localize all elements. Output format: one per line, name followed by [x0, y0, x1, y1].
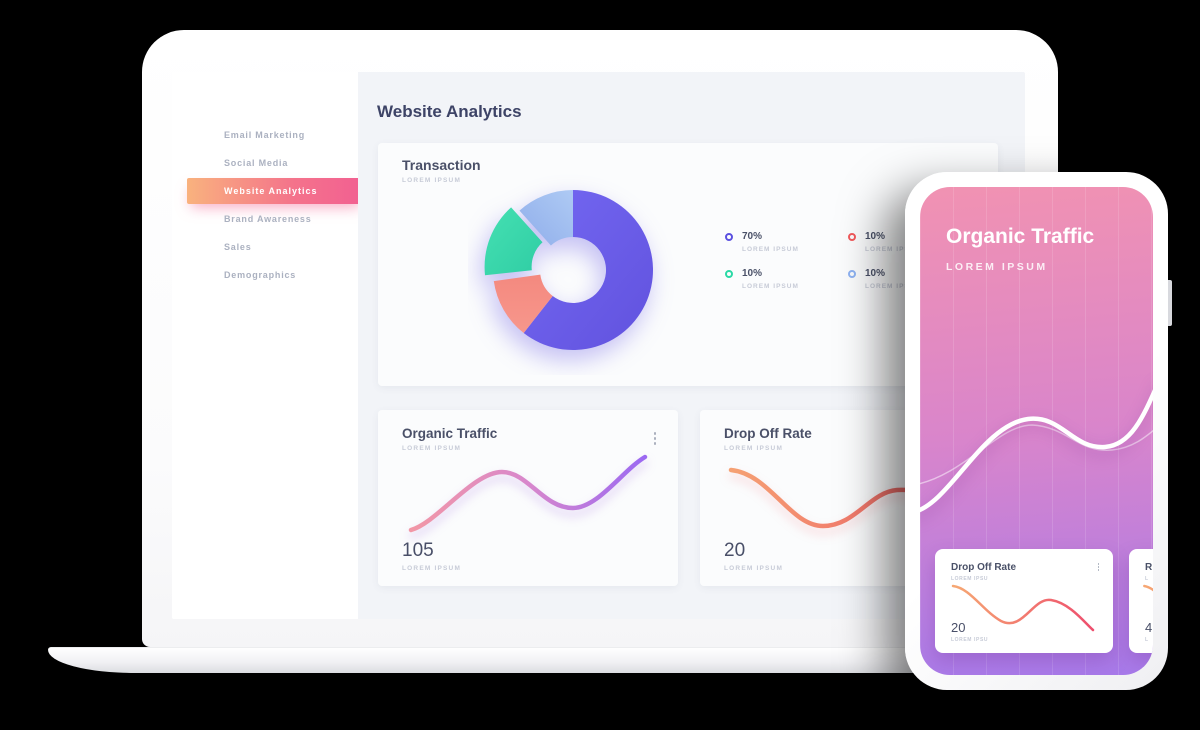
- donut-slice-70: [523, 190, 654, 350]
- organic-traffic-metric: 105 LOREM IPSUM: [402, 540, 461, 572]
- sidebar: Email Marketing Social Media Website Ana…: [172, 72, 364, 619]
- laptop-screen: Email Marketing Social Media Website Ana…: [172, 72, 1025, 619]
- phone-partial-card: R L 4 L: [1129, 549, 1153, 653]
- phone-partial-subtitle: L: [1145, 576, 1149, 582]
- transaction-card: Transaction LOREM IPSUM: [378, 143, 998, 386]
- sidebar-item-website-analytics[interactable]: Website Analytics: [187, 178, 364, 204]
- phone-organic-line-chart: [920, 389, 1153, 513]
- legend-label: LOREM IPSUM: [865, 283, 922, 290]
- legend-pct: 10%: [865, 231, 886, 242]
- legend-label: LOREM IPSUM: [742, 246, 799, 253]
- phone-partial-value-label: L: [1145, 637, 1149, 643]
- drop-off-rate-value: 20: [724, 540, 746, 561]
- legend-label: LOREM IPSUM: [865, 246, 922, 253]
- donut-slice-10-coral: [493, 274, 553, 333]
- phone-drop-off-card: Drop Off Rate LOREM IPSU 20 LOREM IP: [935, 549, 1113, 653]
- sidebar-item-email-marketing[interactable]: Email Marketing: [224, 130, 306, 140]
- legend-ring-purple-icon: [725, 233, 733, 241]
- drop-off-rate-metric: 20 LOREM IPSUM: [724, 540, 783, 572]
- legend-item-70: 70% LOREM IPSUM: [725, 231, 848, 268]
- drop-off-rate-subtitle: LOREM IPSUM: [724, 445, 784, 452]
- phone-partial-title: R: [1145, 562, 1153, 573]
- legend-pct: 10%: [742, 268, 763, 279]
- sidebar-item-social-media[interactable]: Social Media: [224, 158, 289, 168]
- legend-label: LOREM IPSUM: [742, 283, 799, 290]
- page-title: Website Analytics: [377, 102, 522, 121]
- organic-traffic-value-label: LOREM IPSUM: [402, 565, 462, 572]
- donut-slice-10-blue: [519, 190, 573, 246]
- organic-traffic-card: Organic Traffic LOREM IPSUM: [378, 410, 678, 586]
- phone-screen: Organic Traffic LOREM IPSUM Drop Off Rat…: [920, 187, 1153, 675]
- phone-drop-off-value: 20: [951, 620, 966, 635]
- sidebar-item-demographics[interactable]: Demographics: [224, 270, 297, 280]
- phone-cards-row: Drop Off Rate LOREM IPSU 20 LOREM IP: [935, 549, 1153, 653]
- sidebar-item-sales[interactable]: Sales: [224, 242, 252, 252]
- legend-item-10-red: 10% LOREM IPSUM: [848, 231, 971, 268]
- transaction-donut-chart: [484, 190, 654, 350]
- drop-off-rate-value-label: LOREM IPSUM: [724, 565, 784, 572]
- phone-drop-off-metric: 20 LOREM IPSU: [951, 620, 988, 643]
- sidebar-item-brand-awareness[interactable]: Brand Awareness: [224, 214, 312, 224]
- legend-pct: 70%: [742, 231, 763, 242]
- phone-page-subtitle: LOREM IPSUM: [946, 261, 1048, 273]
- phone-page-title: Organic Traffic: [946, 225, 1095, 248]
- legend-pct: 10%: [865, 268, 886, 279]
- drop-off-rate-title: Drop Off Rate: [724, 426, 812, 441]
- legend-ring-blue-icon: [848, 270, 856, 278]
- phone-power-button: [1168, 280, 1172, 326]
- organic-traffic-subtitle: LOREM IPSUM: [402, 445, 462, 452]
- kebab-menu-icon[interactable]: [652, 430, 659, 447]
- phone-drop-off-title: Drop Off Rate: [951, 562, 1016, 573]
- organic-traffic-title: Organic Traffic: [402, 426, 498, 441]
- kebab-menu-icon[interactable]: [1096, 561, 1102, 573]
- phone-partial-value: 4: [1145, 620, 1153, 635]
- organic-traffic-value: 105: [402, 540, 434, 561]
- phone-drop-off-subtitle: LOREM IPSU: [951, 576, 989, 582]
- legend-ring-teal-icon: [725, 270, 733, 278]
- transaction-card-subtitle: LOREM IPSUM: [402, 177, 462, 184]
- legend-item-10-blue: 10% LOREM IPSUM: [848, 268, 971, 305]
- donut-slice-10-teal: [484, 207, 543, 276]
- legend-item-10-teal: 10% LOREM IPSUM: [725, 268, 848, 305]
- phone-drop-off-value-label: LOREM IPSU: [951, 637, 989, 643]
- phone-header: Organic Traffic LOREM IPSUM: [920, 187, 1153, 273]
- legend-ring-red-icon: [848, 233, 856, 241]
- phone-partial-metric: 4 L: [1145, 620, 1152, 643]
- phone-mockup: Organic Traffic LOREM IPSUM Drop Off Rat…: [905, 172, 1172, 690]
- transaction-card-title: Transaction: [402, 157, 481, 173]
- donut-legend: 70% LOREM IPSUM 10% LOREM IPSUM: [725, 231, 971, 305]
